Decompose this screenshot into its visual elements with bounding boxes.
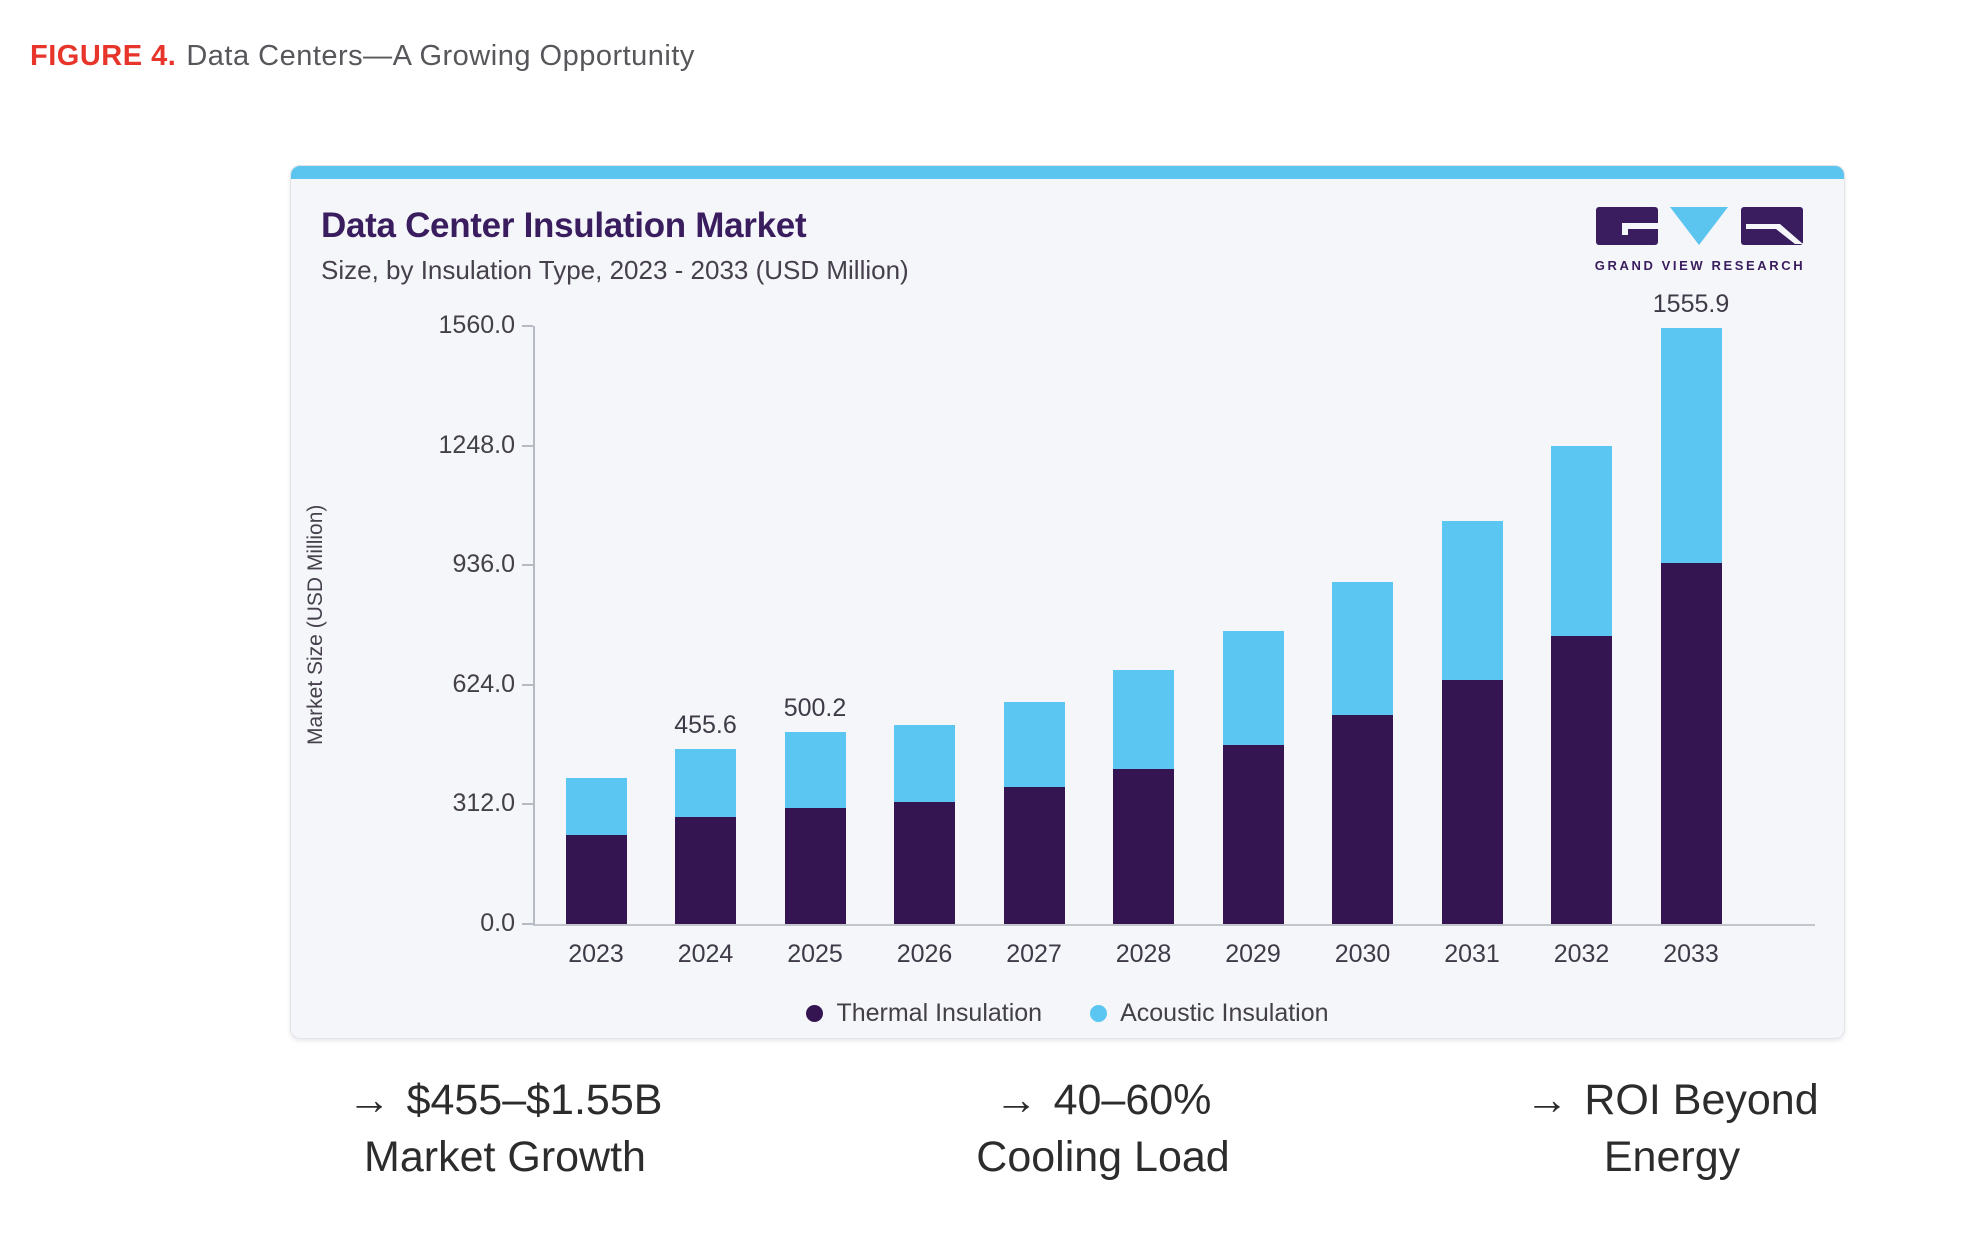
card-top-accent [291, 166, 1844, 179]
bar-thermal-2033 [1660, 563, 1722, 924]
bar-value-label-2025: 500.2 [783, 694, 847, 723]
bar-thermal-2030 [1332, 715, 1393, 924]
legend-label-acoustic: Acoustic Insulation [1120, 999, 1329, 1027]
callout-line2: Energy [1603, 1133, 1741, 1181]
y-tick-mark [522, 683, 533, 686]
callout-line1: → ROI Beyond [1525, 1076, 1819, 1124]
bar-acoustic-2032 [1551, 446, 1612, 636]
y-tick-mark [522, 444, 533, 447]
gvr-logo-mark [1596, 207, 1803, 245]
bar-acoustic-2025 [784, 732, 846, 808]
chart-legend: Thermal Insulation Acoustic Insulation [291, 999, 1844, 1028]
x-tick-label-2030: 2030 [1334, 940, 1391, 968]
gvr-logo-text: GRAND VIEW RESEARCH [1594, 258, 1806, 273]
y-tick-label: 1560.0 [438, 311, 515, 339]
y-tick-mark [522, 923, 533, 925]
bar-thermal-2026 [894, 801, 955, 924]
figure-title: Data Centers—A Growing Opportunity [186, 40, 695, 72]
bar-acoustic-2033 [1660, 327, 1722, 564]
bar-acoustic-2031 [1441, 521, 1503, 680]
y-tick-label: 0.0 [480, 909, 515, 937]
x-tick-label-2023: 2023 [568, 940, 624, 968]
y-tick-mark [522, 564, 533, 567]
callout-line1: → 40–60% [994, 1076, 1212, 1124]
bar-acoustic-2027 [1003, 701, 1065, 787]
arrow-icon: → [1525, 1076, 1569, 1124]
callout-roi: → ROI Beyond Energy [1362, 1072, 1969, 1186]
callout-line1: → $455–$1.55B [347, 1076, 663, 1124]
bar-thermal-2031 [1441, 679, 1503, 924]
y-tick-mark [522, 803, 533, 806]
x-tick-label-2024: 2024 [677, 940, 734, 968]
bar-thermal-2029 [1222, 745, 1284, 924]
bar-thermal-2027 [1003, 786, 1065, 924]
figure-caption: FIGURE 4. Data Centers—A Growing Opportun… [30, 40, 695, 73]
figure-label: FIGURE 4. [30, 40, 177, 72]
x-tick-label-2025: 2025 [787, 940, 843, 968]
x-tick-label-2032: 2032 [1553, 940, 1610, 968]
arrow-icon: → [347, 1076, 391, 1124]
x-tick-label-2031: 2031 [1444, 940, 1500, 968]
bar-acoustic-2024 [675, 749, 736, 817]
acoustic-swatch-icon [1090, 1005, 1108, 1022]
x-tick-label-2028: 2028 [1115, 940, 1172, 968]
x-tick-label-2033: 2033 [1663, 940, 1719, 968]
legend-item-thermal: Thermal Insulation [806, 999, 1042, 1028]
bar-acoustic-2029 [1222, 630, 1284, 746]
bar-acoustic-2028 [1113, 669, 1174, 770]
chart-title: Data Center Insulation Market [321, 206, 807, 245]
x-tick-label-2029: 2029 [1225, 940, 1281, 968]
bar-value-label-2024: 455.6 [674, 711, 737, 740]
x-tick-label-2027: 2027 [1006, 940, 1062, 968]
bar-thermal-2023 [565, 834, 627, 924]
bar-value-label-2033: 1555.9 [1652, 289, 1730, 318]
chart-header: Data Center Insulation Market Size, by I… [321, 206, 909, 286]
bar-thermal-2025 [784, 807, 846, 924]
gvr-logo: GRAND VIEW RESEARCH [1586, 206, 1814, 273]
callout-line2: Cooling Load [976, 1133, 1230, 1181]
y-tick-label: 936.0 [452, 550, 515, 579]
y-tick-mark [522, 325, 533, 327]
bar-thermal-2028 [1113, 769, 1174, 924]
legend-item-acoustic: Acoustic Insulation [1090, 999, 1329, 1028]
arrow-icon: → [994, 1076, 1038, 1124]
bar-thermal-2032 [1551, 635, 1612, 924]
y-tick-label: 624.0 [452, 669, 515, 698]
y-tick-label: 1248.0 [438, 430, 515, 459]
y-tick-label: 312.0 [452, 789, 515, 818]
callout-cooling-load: → 40–60% Cooling Load [793, 1072, 1413, 1186]
callout-market-growth: → $455–$1.55B Market Growth [195, 1072, 815, 1186]
plot-area: 0.0 312.0 624.0 936.0 1248.0 1560.0 2023 2024 45… [439, 290, 1815, 968]
bar-acoustic-2023 [565, 777, 627, 835]
x-tick-label-2026: 2026 [896, 940, 953, 968]
bar-acoustic-2026 [894, 725, 955, 802]
chart-subtitle: Size, by Insulation Type, 2023 - 2033 (U… [321, 255, 909, 285]
bar-thermal-2024 [675, 816, 736, 924]
callout-line2: Market Growth [364, 1133, 646, 1181]
thermal-swatch-icon [806, 1005, 824, 1022]
y-axis-title: Market Size (USD Million) [304, 504, 327, 746]
chart-card: Data Center Insulation Market Size, by I… [290, 165, 1845, 1039]
bar-acoustic-2030 [1332, 581, 1393, 716]
legend-label-thermal: Thermal Insulation [836, 999, 1043, 1027]
